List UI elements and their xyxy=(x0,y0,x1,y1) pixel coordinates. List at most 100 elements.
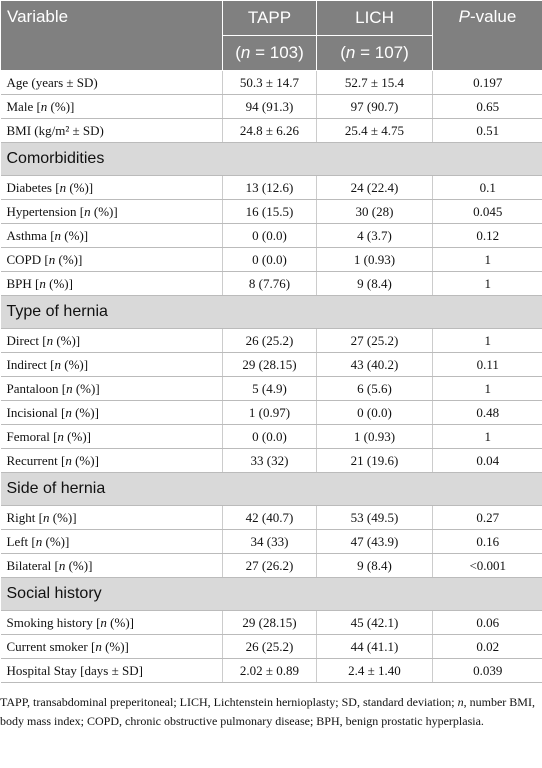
value-cell: 1 xyxy=(432,271,542,296)
header-row: Variable TAPP LICH P-value xyxy=(0,0,542,71)
variable-cell: Recurrent [n (%)] xyxy=(0,448,223,473)
header-row: (n = 103) (n = 107) xyxy=(1,35,542,71)
value-cell: 0.02 xyxy=(432,634,542,659)
value-cell: 0.12 xyxy=(432,223,542,248)
value-cell: 1 xyxy=(432,424,542,449)
value-cell: 2.4 ± 1.40 xyxy=(316,658,433,683)
data-row: Smoking history [n (%)] 29 (28.15) 45 (42.… xyxy=(0,610,542,635)
value-cell: <0.001 xyxy=(432,553,542,578)
value-cell: 9 (8.4) xyxy=(316,271,433,296)
value-cell: 27 (26.2) xyxy=(222,553,317,578)
data-row: Male [n (%)] 94 (91.3) 97 (90.7) 0.65 xyxy=(0,94,542,119)
value-cell: 44 (41.1) xyxy=(316,634,433,659)
value-cell: 0.65 xyxy=(432,94,542,119)
header-cell: LICH xyxy=(316,0,433,36)
value-cell: 0.27 xyxy=(432,505,542,530)
value-cell: 1 xyxy=(432,376,542,401)
value-cell: 24.8 ± 6.26 xyxy=(222,118,317,143)
value-cell: 0 (0.0) xyxy=(222,247,317,272)
value-cell: 45 (42.1) xyxy=(316,610,433,635)
value-cell: 13 (12.6) xyxy=(222,175,317,200)
section-title: Type of hernia xyxy=(0,295,542,329)
section-row: Side of hernia xyxy=(0,472,542,506)
data-row: Femoral [n (%)] 0 (0.0) 1 (0.93) 1 xyxy=(0,424,542,449)
value-cell: 43 (40.2) xyxy=(316,352,433,377)
value-cell: 9 (8.4) xyxy=(316,553,433,578)
variable-cell: Direct [n (%)] xyxy=(0,328,223,353)
value-cell: 2.02 ± 0.89 xyxy=(222,658,317,683)
data-row: Direct [n (%)] 26 (25.2) 27 (25.2) 1 xyxy=(0,328,542,353)
data-row: Current smoker [n (%)] 26 (25.2) 44 (41.1)… xyxy=(0,634,542,659)
value-cell: 0.51 xyxy=(432,118,542,143)
variable-cell: Smoking history [n (%)] xyxy=(0,610,223,635)
header-cell: (n = 103) xyxy=(222,35,317,71)
variable-cell: Diabetes [n (%)] xyxy=(0,175,223,200)
variable-cell: Right [n (%)] xyxy=(0,505,223,530)
value-cell: 16 (15.5) xyxy=(222,199,317,224)
footnote: TAPP, transabdominal preperitoneal; LICH… xyxy=(0,695,535,728)
variable-cell: Age (years ± SD) xyxy=(0,70,223,95)
section-title: Social history xyxy=(0,577,542,611)
data-row: Diabetes [n (%)] 13 (12.6) 24 (22.4) 0.1 xyxy=(0,175,542,200)
value-cell: 8 (7.76) xyxy=(222,271,317,296)
value-cell: 6 (5.6) xyxy=(316,376,433,401)
data-row: Hypertension [n (%)] 16 (15.5) 30 (28) 0.04… xyxy=(0,199,542,224)
value-cell: 53 (49.5) xyxy=(316,505,433,530)
data-row: BMI (kg/m² ± SD) 24.8 ± 6.26 25.4 ± 4.75 0.… xyxy=(0,118,542,143)
value-cell: 47 (43.9) xyxy=(316,529,433,554)
variable-cell: Incisional [n (%)] xyxy=(0,400,223,425)
section-row: Social history xyxy=(0,577,542,611)
variable-cell: Femoral [n (%)] xyxy=(0,424,223,449)
value-cell: 50.3 ± 14.7 xyxy=(222,70,317,95)
value-cell: 97 (90.7) xyxy=(316,94,433,119)
header-cell: (n = 107) xyxy=(316,35,433,71)
variable-cell: Indirect [n (%)] xyxy=(0,352,223,377)
variable-cell: Current smoker [n (%)] xyxy=(0,634,223,659)
data-row: BPH [n (%)] 8 (7.76) 9 (8.4) 1 xyxy=(0,271,542,296)
value-cell: 34 (33) xyxy=(222,529,317,554)
data-row: Right [n (%)] 42 (40.7) 53 (49.5) 0.27 xyxy=(0,505,542,530)
variable-cell: Left [n (%)] xyxy=(0,529,223,554)
value-cell: 0.045 xyxy=(432,199,542,224)
value-cell: 26 (25.2) xyxy=(222,328,317,353)
value-cell: 0 (0.0) xyxy=(222,223,317,248)
data-row: Age (years ± SD) 50.3 ± 14.7 52.7 ± 15.4 0.… xyxy=(0,70,542,95)
value-cell: 0 (0.0) xyxy=(222,424,317,449)
data-row: Indirect [n (%)] 29 (28.15) 43 (40.2) 0.11 xyxy=(0,352,542,377)
data-table: Variable TAPP LICH P-value (n = 103) (n … xyxy=(0,0,542,683)
variable-cell: Hypertension [n (%)] xyxy=(0,199,223,224)
variable-cell: BMI (kg/m² ± SD) xyxy=(0,118,223,143)
value-cell: 1 xyxy=(432,328,542,353)
value-cell: 42 (40.7) xyxy=(222,505,317,530)
value-cell: 1 xyxy=(432,247,542,272)
value-cell: 25.4 ± 4.75 xyxy=(316,118,433,143)
value-cell: 29 (28.15) xyxy=(222,352,317,377)
value-cell: 27 (25.2) xyxy=(316,328,433,353)
data-row: Left [n (%)] 34 (33) 47 (43.9) 0.16 xyxy=(0,529,542,554)
value-cell: 0.48 xyxy=(432,400,542,425)
data-row: Incisional [n (%)] 1 (0.97) 0 (0.0) 0.48 xyxy=(0,400,542,425)
value-cell: 0 (0.0) xyxy=(316,400,433,425)
value-cell: 0.039 xyxy=(432,658,542,683)
value-cell: 4 (3.7) xyxy=(316,223,433,248)
variable-cell: COPD [n (%)] xyxy=(0,247,223,272)
value-cell: 1 (0.93) xyxy=(316,247,433,272)
section-title: Side of hernia xyxy=(0,472,542,506)
value-cell: 0.04 xyxy=(432,448,542,473)
variable-cell: Male [n (%)] xyxy=(0,94,223,119)
value-cell: 0.16 xyxy=(432,529,542,554)
value-cell: 1 (0.97) xyxy=(222,400,317,425)
header-cell: P-value xyxy=(432,0,542,71)
value-cell: 0.06 xyxy=(432,610,542,635)
variable-cell: Asthma [n (%)] xyxy=(0,223,223,248)
data-row: Asthma [n (%)] 0 (0.0) 4 (3.7) 0.12 xyxy=(0,223,542,248)
value-cell: 29 (28.15) xyxy=(222,610,317,635)
value-cell: 0.11 xyxy=(432,352,542,377)
section-row: Type of hernia xyxy=(0,295,542,329)
value-cell: 0.197 xyxy=(432,70,542,95)
value-cell: 26 (25.2) xyxy=(222,634,317,659)
data-row: COPD [n (%)] 0 (0.0) 1 (0.93) 1 xyxy=(0,247,542,272)
value-cell: 33 (32) xyxy=(222,448,317,473)
value-cell: 24 (22.4) xyxy=(316,175,433,200)
variable-cell: BPH [n (%)] xyxy=(0,271,223,296)
